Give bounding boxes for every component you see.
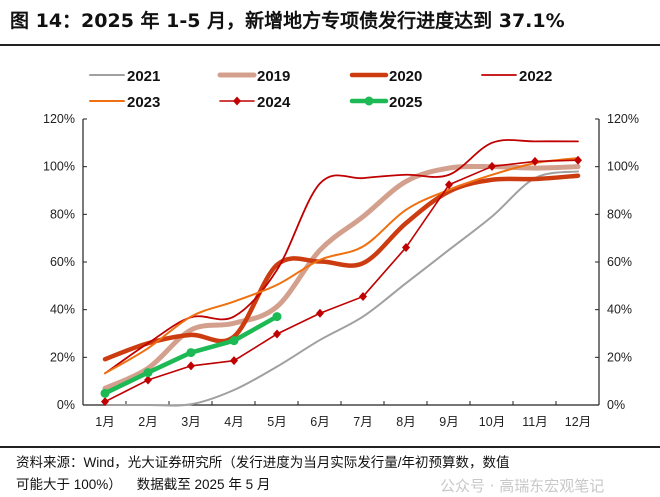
data-point-2024 xyxy=(273,329,281,339)
legend-label-2019: 2019 xyxy=(257,68,290,85)
left-y-tick-label: 0% xyxy=(57,398,75,412)
data-point-2024 xyxy=(230,356,238,366)
right-y-tick-label: 100% xyxy=(607,160,639,174)
data-point-2024 xyxy=(531,156,539,166)
x-tick-label: 3月 xyxy=(181,415,200,429)
data-point-2025 xyxy=(100,388,110,398)
right-y-tick-label: 0% xyxy=(607,398,625,412)
series-line-2020 xyxy=(102,173,581,362)
right-y-tick-label: 60% xyxy=(607,255,632,269)
left-y-tick-label: 120% xyxy=(43,112,75,126)
x-tick-label: 1月 xyxy=(95,415,114,429)
data-point-2024 xyxy=(144,375,152,385)
right-y-tick-label: 40% xyxy=(607,303,632,317)
data-point-2024 xyxy=(574,155,582,165)
source-note-line1: 资料来源：Wind，光大证券研究所（发行进度为当月实际发行量/年初预算数，数值 xyxy=(16,455,510,470)
left-y-tick-label: 80% xyxy=(50,207,75,221)
right-y-tick-label: 80% xyxy=(607,207,632,221)
x-tick-label: 12月 xyxy=(565,415,591,429)
line-chart: 0% 0% 20% 20% 40% 40% 60% 60% 80% 80% 100% 100% 120%… xyxy=(43,68,639,429)
data-point-2025 xyxy=(143,368,153,378)
left-y-tick-label: 100% xyxy=(43,160,75,174)
data-point-2025 xyxy=(229,336,239,346)
source-note-line2: 可能大于 100%） 数据截至 2025 年 5 月 xyxy=(16,477,271,492)
x-tick-label: 8月 xyxy=(396,415,415,429)
series-line-2023 xyxy=(104,157,579,375)
data-point-2025 xyxy=(186,348,196,358)
x-tick-label: 11月 xyxy=(522,415,547,429)
right-y-tick-label: 20% xyxy=(607,350,632,364)
legend-label-2023: 2023 xyxy=(127,94,160,111)
left-y-tick-label: 40% xyxy=(50,303,75,317)
legend-label-2024: 2024 xyxy=(257,94,291,111)
data-point-2024 xyxy=(316,308,324,318)
series-line-2019 xyxy=(102,163,581,391)
watermark: 公众号 · 高瑞东宏观笔记 xyxy=(440,477,605,495)
x-tick-label: 10月 xyxy=(479,415,505,429)
x-tick-label: 6月 xyxy=(310,415,329,429)
left-y-tick-label: 60% xyxy=(50,255,75,269)
legend-label-2020: 2020 xyxy=(389,68,422,85)
data-point-2024 xyxy=(445,180,453,190)
legend-marker-2025 xyxy=(364,96,374,106)
left-y-tick-label: 20% xyxy=(50,350,75,364)
x-tick-label: 4月 xyxy=(224,415,243,429)
data-point-2025 xyxy=(272,312,282,322)
figure-title: 图 14：2025 年 1-5 月，新增地方专项债发行进度达到 37.1% xyxy=(10,10,565,32)
series-line-2024 xyxy=(104,159,579,403)
title-divider xyxy=(0,44,660,46)
legend-label-2021: 2021 xyxy=(127,68,160,85)
right-y-tick-label: 120% xyxy=(607,112,639,126)
x-tick-label: 2月 xyxy=(138,415,157,429)
data-point-2024 xyxy=(101,397,109,407)
source-divider xyxy=(0,446,660,448)
legend-label-2022: 2022 xyxy=(519,68,552,85)
data-point-2024 xyxy=(402,242,410,252)
x-tick-label: 5月 xyxy=(267,415,286,429)
data-point-2024 xyxy=(187,361,195,371)
x-tick-label: 7月 xyxy=(353,415,372,429)
legend-label-2025: 2025 xyxy=(389,94,422,111)
data-point-2024 xyxy=(359,292,367,302)
legend-marker-2024 xyxy=(233,96,241,106)
data-point-2024 xyxy=(488,161,496,171)
series-line-2021 xyxy=(104,170,579,407)
x-tick-label: 9月 xyxy=(439,415,458,429)
